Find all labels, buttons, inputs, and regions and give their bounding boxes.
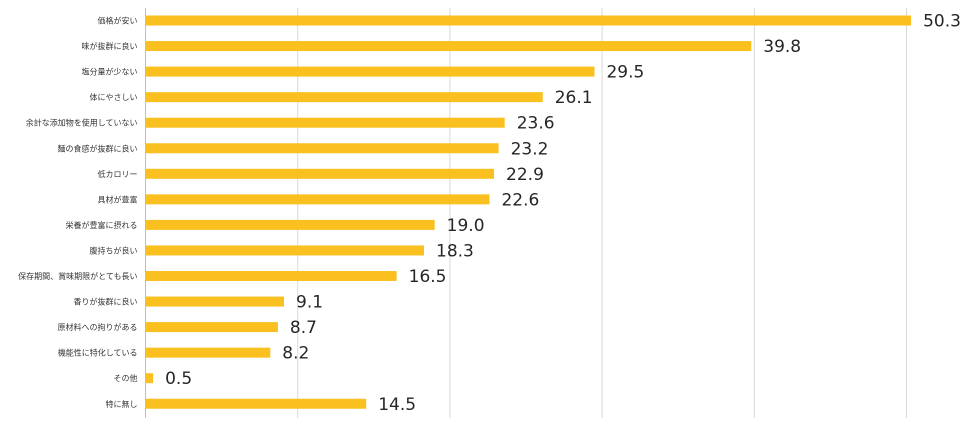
- category-label: 味が抜群に良い: [82, 41, 138, 51]
- data-label: 29.5: [606, 63, 644, 83]
- category-label: 機能性に特化している: [58, 348, 138, 358]
- category-label: 価格が安い: [98, 16, 138, 26]
- data-label: 14.5: [378, 395, 416, 415]
- category-label: 余計な添加物を使用していない: [26, 118, 138, 128]
- bar: [145, 41, 752, 52]
- category-label: 体にやさしい: [90, 92, 138, 102]
- bar: [145, 296, 285, 307]
- data-label: 26.1: [555, 88, 593, 108]
- bar: [145, 92, 543, 103]
- category-label: 腹持ちが良い: [90, 245, 138, 255]
- data-label: 23.6: [517, 114, 555, 134]
- bar: [145, 347, 271, 358]
- bar: [145, 143, 499, 154]
- data-label: 0.5: [165, 369, 192, 389]
- bar: [145, 66, 595, 77]
- bar: [145, 245, 425, 256]
- category-label: 低カロリー: [98, 169, 138, 179]
- data-label: 19.0: [447, 216, 485, 236]
- bar: [145, 168, 495, 179]
- category-label: 塩分量が少ない: [82, 67, 138, 77]
- category-label: 保存期間、賞味期限がとても長い: [18, 271, 137, 281]
- category-label: 麺の食感が抜群に良い: [58, 143, 138, 153]
- data-label: 16.5: [409, 267, 447, 287]
- data-label: 18.3: [436, 241, 474, 261]
- bars: [145, 15, 912, 409]
- data-label: 50.3: [923, 12, 961, 32]
- bar: [145, 15, 912, 26]
- category-label: その他: [114, 373, 138, 383]
- data-label: 22.6: [501, 190, 539, 210]
- category-label: 特に無し: [106, 399, 138, 409]
- bar: [145, 373, 154, 384]
- data-label: 8.7: [290, 318, 317, 338]
- category-label: 具材が豊富: [98, 194, 138, 204]
- bar: [145, 219, 435, 230]
- bar: [145, 271, 397, 281]
- data-label: 39.8: [763, 37, 801, 57]
- bar: [145, 194, 490, 205]
- category-label: 原材料への拘りがある: [58, 322, 138, 332]
- category-labels: 価格が安い味が抜群に良い塩分量が少ない体にやさしい余計な添加物を使用していない麺…: [18, 16, 137, 409]
- bar: [145, 117, 505, 128]
- bar: [145, 322, 278, 333]
- category-label: 栄養が豊富に摂れる: [66, 220, 138, 230]
- value-labels: 50.3 39.8 29.5 26.123.6 23.2 22.9 22.6 19.0 18.3…: [165, 12, 961, 415]
- bar: [145, 398, 367, 409]
- category-label: 香りが抜群に良い: [74, 297, 138, 307]
- data-label: 23.2: [511, 139, 549, 159]
- data-label: 8.2: [282, 344, 309, 364]
- data-label: 9.1: [296, 293, 323, 313]
- data-label: 22.9: [506, 165, 544, 185]
